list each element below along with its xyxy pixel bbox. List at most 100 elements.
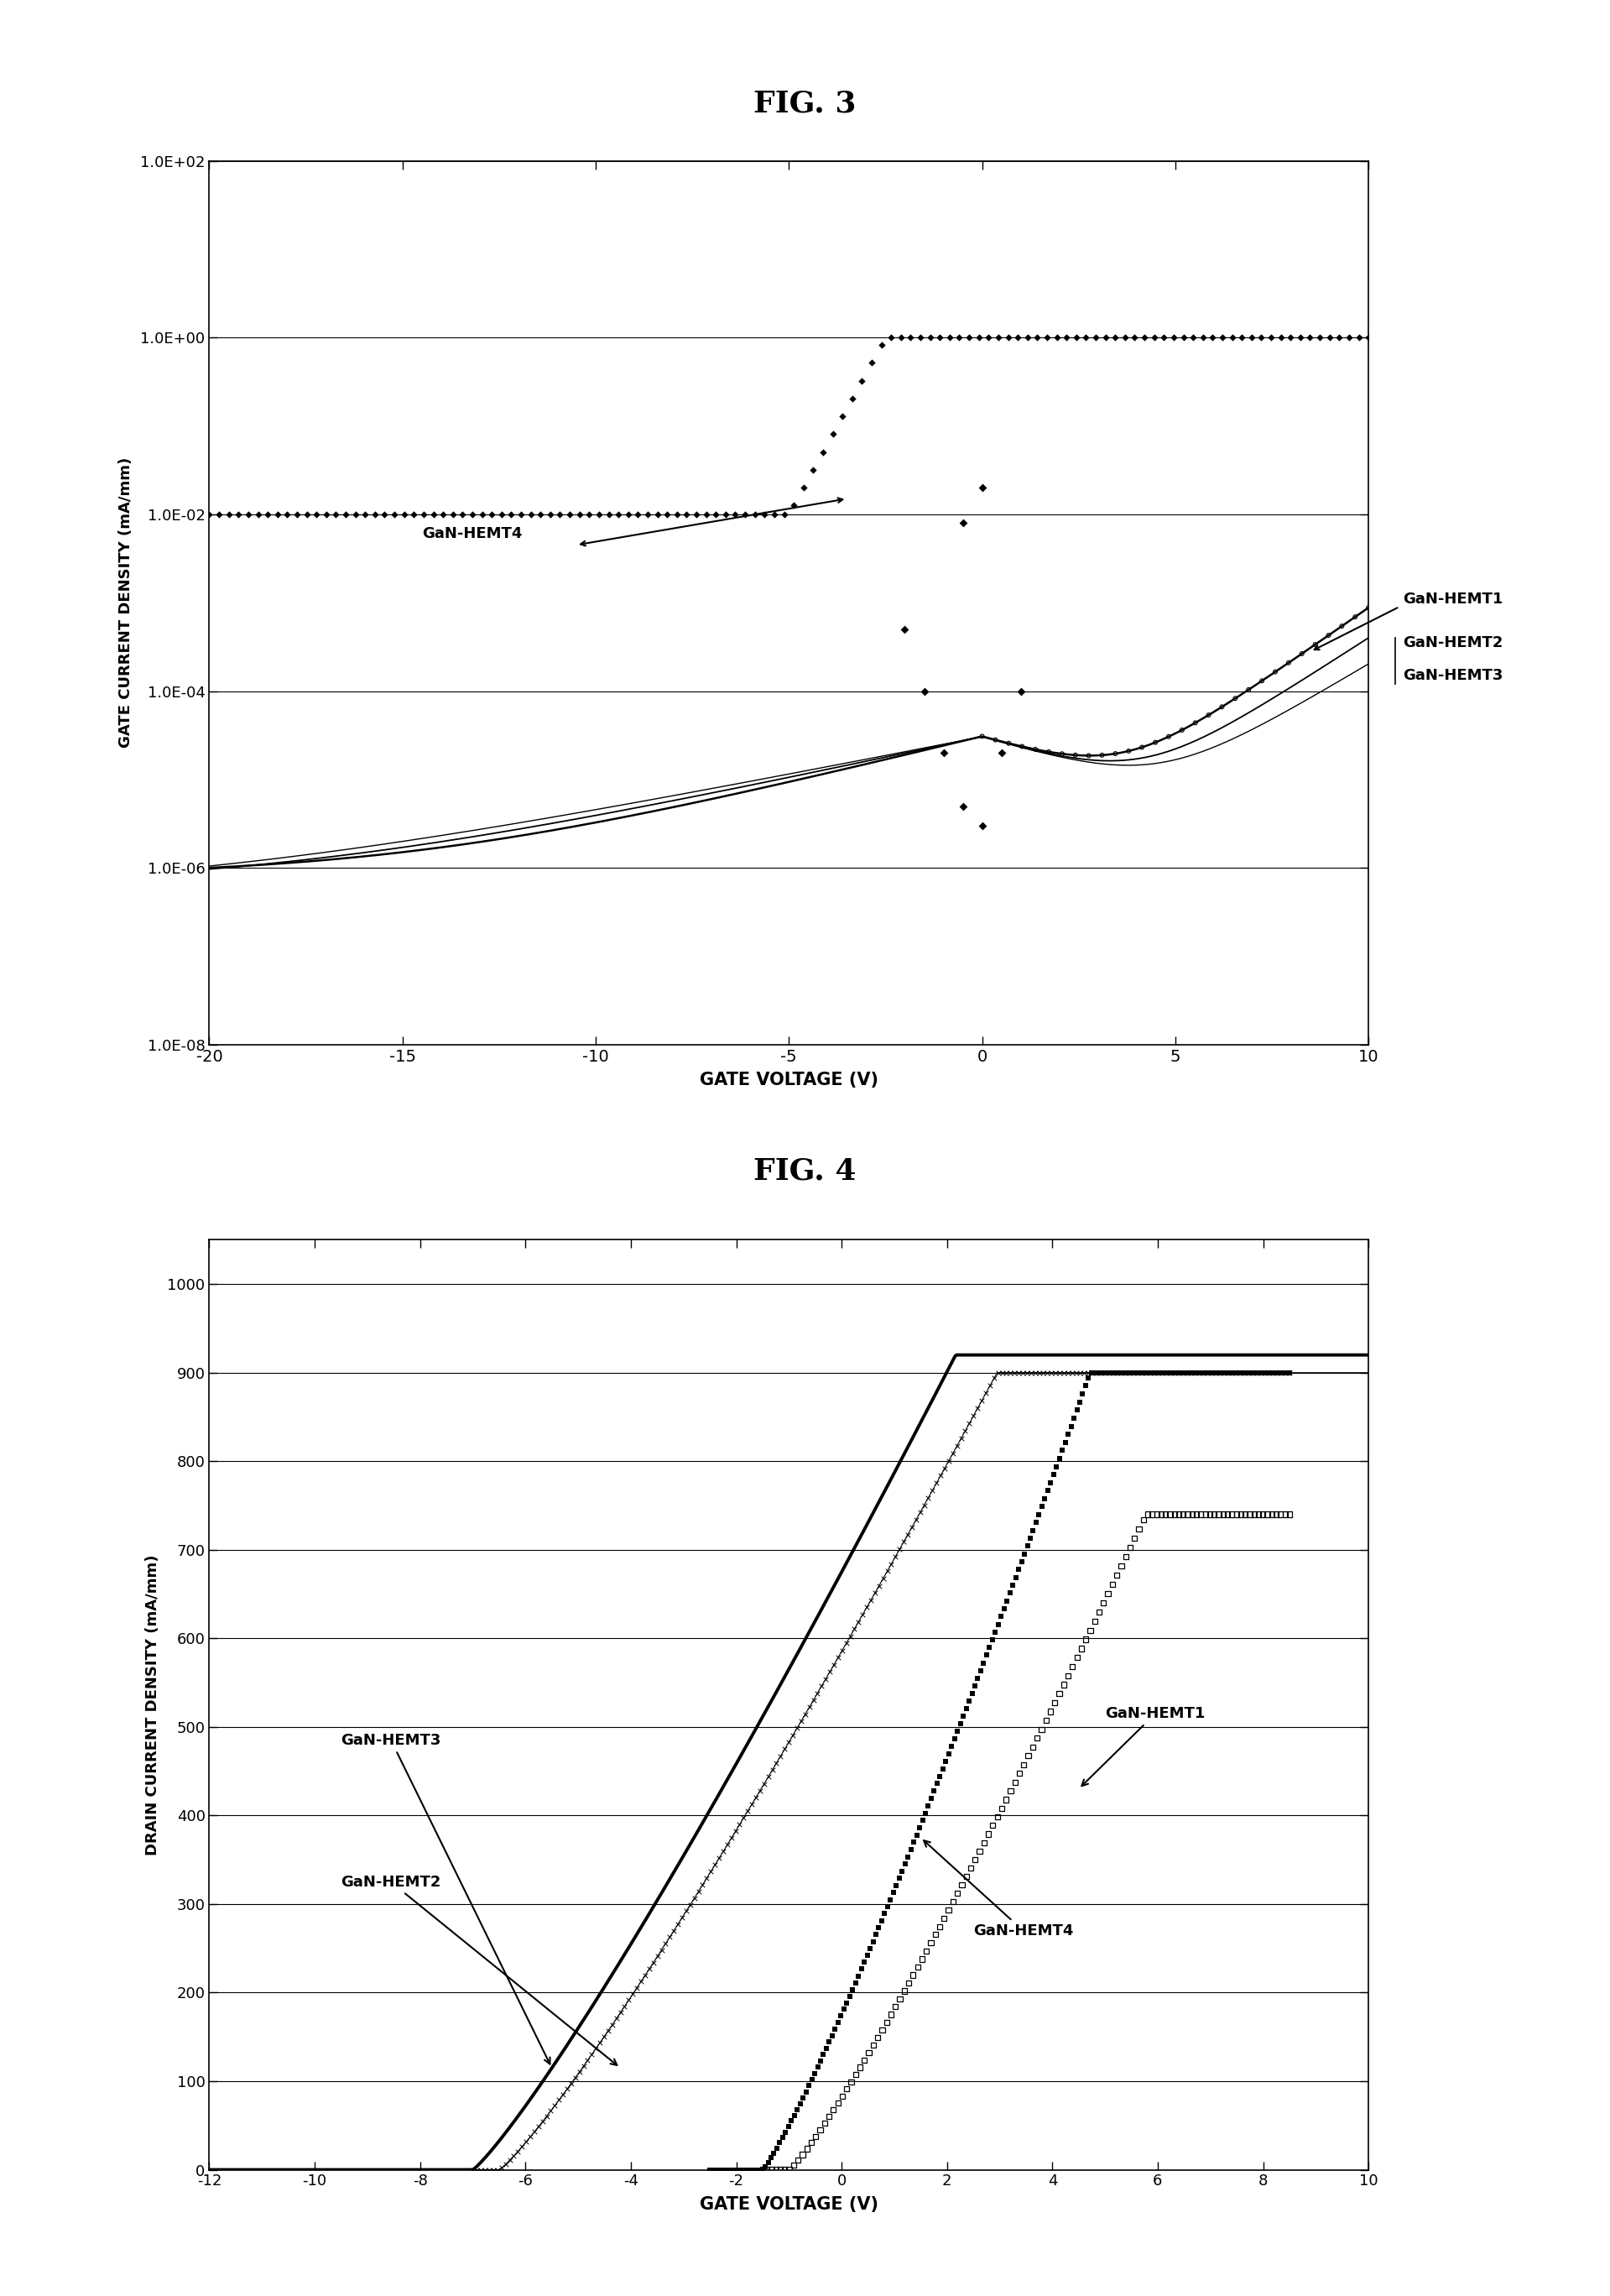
Point	[1077, 1612, 1103, 1649]
Point	[567, 496, 592, 533]
Point	[871, 1559, 897, 1596]
Point	[1001, 1355, 1027, 1391]
Point	[522, 2112, 547, 2149]
Point	[633, 1956, 658, 1993]
Point	[472, 2151, 497, 2188]
Point	[1254, 1497, 1280, 1534]
Point	[1269, 1355, 1294, 1391]
Point	[538, 496, 564, 533]
Point	[1075, 737, 1101, 774]
Point	[813, 2030, 839, 2066]
Point	[964, 1660, 990, 1697]
Point	[892, 611, 918, 647]
Point	[1245, 1355, 1270, 1391]
Point	[1264, 1497, 1290, 1534]
Point	[1209, 689, 1235, 726]
Point	[985, 1605, 1011, 1642]
Point	[766, 2124, 792, 2161]
Point	[960, 1676, 985, 1713]
Point	[910, 1940, 935, 1977]
Point	[1009, 728, 1035, 765]
Point	[713, 496, 739, 533]
Point	[1195, 1355, 1220, 1391]
Point	[800, 1681, 826, 1717]
X-axis label: GATE VOLTAGE (V): GATE VOLTAGE (V)	[700, 1072, 877, 1088]
Point	[1227, 1355, 1253, 1391]
Point	[1256, 1355, 1282, 1391]
Point	[586, 496, 612, 533]
Point	[972, 1375, 998, 1412]
Point	[488, 2149, 514, 2186]
Point	[1116, 1355, 1141, 1391]
Point	[686, 1874, 712, 1910]
Point	[1235, 1355, 1261, 1391]
Point	[733, 2151, 758, 2188]
Point	[1113, 1355, 1138, 1391]
Point	[868, 326, 894, 363]
Point	[953, 1690, 979, 1727]
Point	[913, 1795, 939, 1832]
Point	[1307, 319, 1333, 356]
Point	[747, 2151, 773, 2188]
Point	[657, 1919, 683, 1956]
Point	[799, 2124, 824, 2161]
Point	[1201, 1355, 1227, 1391]
Point	[1262, 1355, 1288, 1391]
Point	[1008, 1543, 1034, 1580]
Point	[1113, 1538, 1138, 1575]
Point	[935, 1442, 961, 1479]
Point	[634, 496, 660, 533]
Point	[887, 1531, 913, 1568]
Point	[362, 496, 388, 533]
Point	[1059, 1355, 1085, 1391]
Point	[708, 2151, 734, 2188]
Point	[662, 1913, 687, 1949]
Point	[353, 496, 378, 533]
Point	[1272, 1497, 1298, 1534]
Point	[1061, 1401, 1087, 1437]
Point	[786, 2142, 811, 2179]
Point	[733, 496, 758, 533]
Point	[1116, 732, 1141, 769]
Point	[752, 2149, 778, 2186]
Point	[1037, 1692, 1063, 1729]
Point	[1228, 319, 1254, 356]
Point	[927, 319, 953, 356]
Point	[1148, 1497, 1174, 1534]
Point	[1067, 1384, 1093, 1421]
Point	[989, 1355, 1014, 1391]
Point	[1170, 1497, 1196, 1534]
Point	[1119, 1355, 1145, 1391]
Point	[799, 2062, 824, 2099]
Point	[781, 487, 807, 523]
Text: FIG. 3: FIG. 3	[753, 90, 857, 117]
Point	[958, 1851, 984, 1887]
Point	[747, 1773, 773, 1809]
Point	[1356, 319, 1381, 356]
Point	[879, 319, 905, 356]
Point	[1014, 1527, 1040, 1564]
Point	[1180, 319, 1206, 356]
Point	[744, 2151, 770, 2188]
Point	[1302, 627, 1328, 664]
Point	[1175, 1355, 1201, 1391]
Point	[636, 1952, 662, 1988]
Point	[1224, 1355, 1249, 1391]
Point	[776, 1724, 802, 1761]
Point	[1180, 1355, 1206, 1391]
Point	[1104, 1355, 1130, 1391]
Point	[968, 1653, 993, 1690]
Point	[1174, 1355, 1199, 1391]
Point	[704, 2151, 729, 2188]
Point	[966, 319, 992, 356]
Point	[852, 2041, 877, 2078]
Point	[834, 1626, 860, 1662]
Point	[1116, 1355, 1141, 1391]
Point	[1055, 1355, 1080, 1391]
Point	[898, 1508, 924, 1545]
Point	[898, 1832, 924, 1869]
Point	[1063, 737, 1088, 774]
Point	[857, 2034, 882, 2071]
Point	[1248, 319, 1274, 356]
Point	[1198, 1355, 1224, 1391]
